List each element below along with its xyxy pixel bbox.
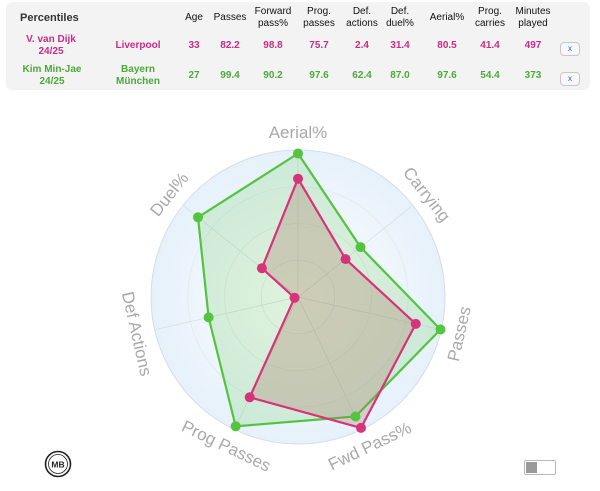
radar-spoke bbox=[297, 205, 414, 298]
radar-point[interactable] bbox=[350, 411, 361, 422]
radar-point[interactable] bbox=[293, 173, 303, 184]
header-age: Age bbox=[185, 12, 203, 23]
prog-carries-cell: 41.4 bbox=[480, 40, 500, 51]
remove-player-button[interactable]: x bbox=[560, 72, 580, 86]
header-prog-carries-line2: carries bbox=[474, 18, 505, 29]
header-minutes-played: Minutes played bbox=[510, 6, 556, 30]
radar-point[interactable] bbox=[230, 421, 241, 432]
aerial-cell: 97.6 bbox=[437, 70, 457, 81]
radar-point[interactable] bbox=[256, 263, 267, 274]
player-season: 24/25 bbox=[38, 46, 64, 57]
team-name-line1: Bayern bbox=[121, 64, 155, 75]
toggle-knob bbox=[526, 462, 537, 473]
header-prog-carries: Prog. carries bbox=[472, 6, 508, 30]
minutes-cell: 373 bbox=[524, 70, 542, 81]
radar-point[interactable] bbox=[356, 422, 366, 433]
radar-point[interactable] bbox=[293, 148, 303, 159]
mb-logo-text: MB bbox=[51, 459, 64, 469]
radar-series-area bbox=[196, 152, 442, 428]
remove-player-button[interactable]: x bbox=[560, 42, 580, 56]
def-duel-cell: 87.0 bbox=[390, 70, 410, 81]
table-header-row: Percentiles Age Passes Forward pass% Pro… bbox=[6, 6, 590, 32]
passes-cell: 82.2 bbox=[220, 40, 240, 51]
header-forward-pass: Forward pass% bbox=[250, 6, 296, 30]
header-def-duel-line2: duel% bbox=[386, 18, 414, 29]
header-aerial: Aerial% bbox=[429, 12, 465, 23]
header-prog-passes-line1: Prog. bbox=[307, 6, 331, 17]
player-name: V. van Dijk bbox=[26, 34, 76, 45]
header-minutes-line1: Minutes bbox=[515, 6, 551, 17]
player-season: 24/25 bbox=[39, 76, 65, 87]
forward-pass-cell: 98.8 bbox=[263, 40, 283, 51]
radar-axis-label: Def Actions bbox=[118, 290, 156, 378]
radar-series-area bbox=[248, 177, 417, 429]
radar-point[interactable] bbox=[435, 324, 446, 335]
header-prog-carries-line1: Prog. bbox=[478, 6, 502, 17]
age-cell: 27 bbox=[188, 70, 200, 81]
radar-point[interactable] bbox=[244, 392, 255, 403]
minutes-cell: 497 bbox=[524, 40, 542, 51]
header-passes: Passes bbox=[213, 12, 247, 23]
passes-cell: 99.4 bbox=[220, 70, 240, 81]
header-forward-pass-line1: Forward bbox=[254, 6, 292, 17]
header-def-duel-line1: Def. bbox=[390, 6, 410, 17]
radar-point[interactable] bbox=[355, 242, 366, 253]
radar-spoke bbox=[154, 296, 299, 331]
header-def-duel: Def. duel% bbox=[382, 6, 418, 30]
radar-point[interactable] bbox=[203, 312, 214, 323]
def-actions-cell: 2.4 bbox=[355, 40, 369, 51]
header-minutes-line2: played bbox=[518, 18, 548, 29]
player-name-cell[interactable]: Kim Min-Jae 24/25 bbox=[14, 64, 90, 88]
radar-point[interactable] bbox=[410, 318, 421, 329]
radar-point[interactable] bbox=[193, 212, 203, 223]
prog-passes-cell: 75.7 bbox=[309, 40, 329, 51]
age-cell: 33 bbox=[188, 40, 200, 51]
team-name-line1: Liverpool bbox=[115, 40, 161, 51]
radar-axis-label: Passes bbox=[444, 305, 475, 364]
header-forward-pass-line2: pass% bbox=[257, 18, 288, 29]
radar-axis-label: Aerial% bbox=[269, 123, 328, 142]
radar-series-layer bbox=[193, 148, 446, 433]
radar-spoke bbox=[182, 205, 299, 298]
team-name-line2: München bbox=[116, 76, 160, 87]
header-def-actions: Def. actions bbox=[344, 6, 380, 30]
toggle-switch[interactable] bbox=[524, 460, 556, 475]
player-name-cell[interactable]: V. van Dijk 24/25 bbox=[20, 34, 82, 58]
header-percentiles: Percentiles bbox=[20, 12, 79, 24]
def-duel-cell: 31.4 bbox=[390, 40, 410, 51]
header-def-actions-line1: Def. bbox=[352, 6, 372, 17]
prog-passes-cell: 97.6 bbox=[309, 70, 329, 81]
mb-logo-icon: MB bbox=[44, 450, 72, 478]
team-cell: Bayern München bbox=[106, 64, 170, 88]
forward-pass-cell: 90.2 bbox=[263, 70, 283, 81]
header-prog-passes: Prog. passes bbox=[298, 6, 340, 30]
aerial-cell: 80.5 bbox=[437, 40, 457, 51]
team-cell: Liverpool bbox=[106, 40, 170, 52]
comparison-table-card: Percentiles Age Passes Forward pass% Pro… bbox=[6, 2, 590, 90]
header-def-actions-line2: actions bbox=[346, 18, 378, 29]
radar-point[interactable] bbox=[340, 254, 351, 265]
table-row: Kim Min-Jae 24/25 Bayern München 27 99.4… bbox=[6, 64, 590, 90]
radar-point[interactable] bbox=[289, 292, 300, 303]
prog-carries-cell: 54.4 bbox=[480, 70, 500, 81]
table-row: V. van Dijk 24/25 Liverpool 33 82.2 98.8… bbox=[6, 34, 590, 62]
radar-spoke bbox=[297, 296, 363, 430]
def-actions-cell: 62.4 bbox=[352, 70, 372, 81]
player-name: Kim Min-Jae bbox=[22, 64, 82, 75]
header-prog-passes-line2: passes bbox=[303, 18, 335, 29]
